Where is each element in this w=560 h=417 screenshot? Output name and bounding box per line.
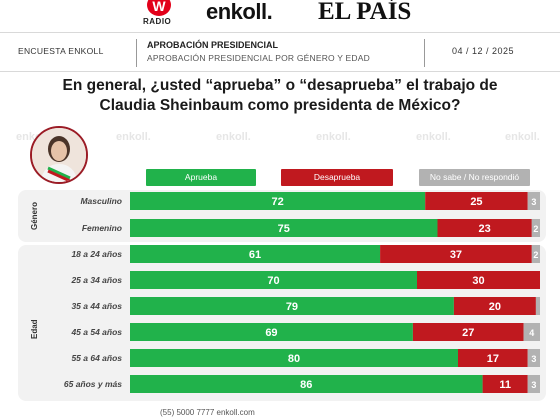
data-label-no-sabe: 2	[533, 224, 538, 234]
bar-desaprueba	[380, 245, 532, 263]
data-label-desaprueba: 27	[462, 327, 474, 339]
header-subtitle: APROBACIÓN PRESIDENCIAL POR GÉNERO Y EDA…	[147, 53, 370, 63]
category-label: 45 a 54 años	[70, 327, 122, 337]
president-photo	[30, 126, 88, 184]
category-label: Masculino	[80, 196, 122, 206]
data-label-desaprueba: 23	[479, 223, 491, 235]
bar-desaprueba	[425, 192, 528, 210]
bar-no-sabe	[527, 375, 540, 393]
bar-aprueba	[130, 271, 417, 289]
bar-desaprueba	[482, 375, 528, 393]
data-label-no-sabe: 3	[531, 197, 536, 207]
data-label-no-sabe: 3	[531, 354, 536, 364]
data-label-aprueba: 70	[267, 275, 279, 287]
question-line-1: En general, ¿usted “aprueba” o “desaprue…	[62, 77, 498, 94]
portrait-icon	[32, 128, 86, 182]
bar-no-sabe	[531, 219, 540, 237]
enkoll-logo: enkoll.	[206, 0, 273, 24]
bar-aprueba	[130, 297, 454, 315]
data-label-desaprueba: 17	[487, 353, 499, 365]
bar-aprueba	[130, 375, 483, 393]
legend-aprueba: Aprueba	[146, 169, 256, 186]
legend-no-sabe: No sabe / No respondió	[419, 169, 530, 186]
footer-contact: (55) 5000 7777 enkoll.com	[160, 408, 255, 417]
category-label: 18 a 24 años	[71, 249, 122, 259]
bar-aprueba	[130, 323, 413, 341]
bar-aprueba	[130, 245, 381, 263]
bar-desaprueba	[417, 271, 540, 289]
category-label: 25 a 34 años	[70, 275, 122, 285]
w-radio-letter: W	[147, 0, 171, 16]
header-band: ENCUESTA ENKOLL APROBACIÓN PRESIDENCIAL …	[0, 32, 560, 72]
bar-aprueba	[130, 192, 426, 210]
data-label-aprueba: 80	[288, 353, 300, 365]
category-label: 35 a 44 años	[71, 301, 122, 311]
survey-question: En general, ¿usted “aprueba” o “desaprue…	[0, 76, 560, 116]
data-label-aprueba: 86	[300, 379, 312, 391]
bar-aprueba	[130, 219, 438, 237]
w-radio-logo: W RADIO	[137, 0, 183, 30]
data-label-no-sabe: 3	[531, 380, 536, 390]
category-label: 65 años y más	[64, 379, 122, 389]
header-divider	[136, 39, 137, 67]
w-radio-word: RADIO	[143, 17, 172, 26]
data-label-desaprueba: 11	[499, 379, 511, 391]
question-line-2: Claudia Sheinbaum como presidenta de Méx…	[99, 97, 461, 114]
watermark: enkoll.	[316, 131, 351, 143]
bar-no-sabe	[535, 297, 540, 315]
logo-bar: W RADIO enkoll. EL PAÍS	[0, 0, 560, 30]
data-label-aprueba: 61	[249, 249, 261, 261]
watermark: enkoll.	[216, 131, 251, 143]
bar-no-sabe	[527, 192, 540, 210]
header-title: APROBACIÓN PRESIDENCIAL	[147, 40, 279, 50]
bar-no-sabe	[523, 323, 540, 341]
data-label-aprueba: 79	[286, 301, 298, 313]
data-label-desaprueba: 37	[450, 249, 462, 261]
header-date: 04 / 12 / 2025	[452, 46, 515, 56]
bar-desaprueba	[458, 349, 528, 367]
header-divider	[424, 39, 425, 67]
data-label-desaprueba: 25	[470, 196, 482, 208]
survey-name: ENCUESTA ENKOLL	[18, 46, 104, 56]
category-label: Femenino	[82, 223, 122, 233]
data-label-aprueba: 72	[271, 196, 283, 208]
bar-aprueba	[130, 349, 458, 367]
bar-desaprueba	[412, 323, 524, 341]
bar-no-sabe	[531, 245, 540, 263]
watermark: enkoll.	[116, 131, 151, 143]
data-label-aprueba: 69	[265, 327, 277, 339]
watermark: enkoll.	[505, 131, 540, 143]
data-label-aprueba: 75	[278, 223, 290, 235]
data-label-desaprueba: 30	[472, 275, 484, 287]
legend-desaprueba: Desaprueba	[281, 169, 393, 186]
bar-desaprueba	[453, 297, 536, 315]
category-label: 55 a 64 años	[71, 353, 122, 363]
data-label-no-sabe: 2	[533, 250, 538, 260]
data-label-desaprueba: 20	[489, 301, 501, 313]
bar-no-sabe	[527, 349, 540, 367]
bar-desaprueba	[437, 219, 532, 237]
elpais-logo: EL PAÍS	[318, 0, 412, 25]
watermark: enkoll.	[416, 131, 451, 143]
data-label-no-sabe: 4	[529, 328, 534, 338]
